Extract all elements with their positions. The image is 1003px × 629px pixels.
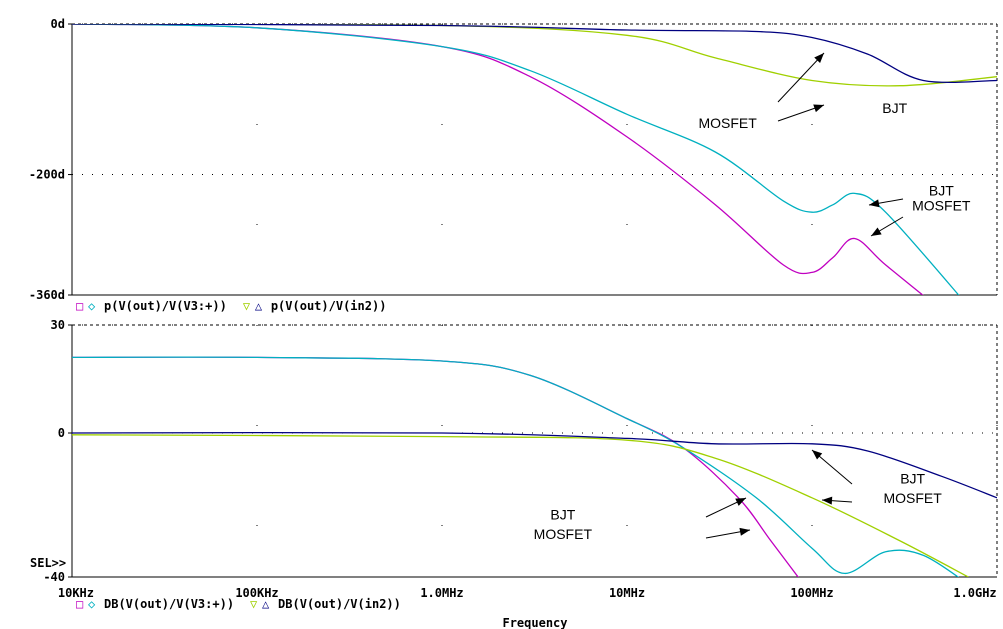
legend-label: p(V(out)/V(V3:+)) xyxy=(104,299,227,313)
legend-label: DB(V(out)/V(in2)) xyxy=(278,597,401,611)
x-tick-label: 100KHz xyxy=(235,586,278,600)
legend-marker: △ xyxy=(255,299,263,313)
annotation-arrow xyxy=(705,497,747,518)
series-line-3 xyxy=(72,434,969,577)
y-tick-label: -40 xyxy=(43,570,65,584)
x-tick-label: 10KHz xyxy=(58,586,94,600)
legend-marker: ▽ xyxy=(243,299,251,313)
series-line-3 xyxy=(72,24,997,87)
annotation-label: MOSFET xyxy=(534,526,593,542)
annotation-arrow xyxy=(777,52,825,103)
series-group xyxy=(72,356,997,577)
annotation-arrow xyxy=(868,198,904,208)
series-line-1 xyxy=(72,356,799,577)
annotation-arrow xyxy=(777,104,825,122)
x-tick-label: 100MHz xyxy=(790,586,833,600)
annotation-arrow xyxy=(870,216,904,237)
series-line-4 xyxy=(72,431,997,499)
legend-marker: □ xyxy=(76,597,83,611)
y-tick-label: 30 xyxy=(51,318,65,332)
y-tick-label: 0 xyxy=(58,426,65,440)
annotation-label: BJT xyxy=(929,183,954,199)
annotation-arrow xyxy=(705,527,751,539)
series-line-4 xyxy=(72,24,997,84)
annotation-label: BJT xyxy=(900,470,925,486)
series-group xyxy=(72,24,997,295)
sel-marker: SEL>> xyxy=(30,556,66,570)
annotation-label: MOSFET xyxy=(883,490,942,506)
annotation-label: BJT xyxy=(882,100,907,116)
legend-marker: ◇ xyxy=(88,597,96,611)
legend-label: p(V(out)/V(in2)) xyxy=(271,299,387,313)
legend-marker: △ xyxy=(262,597,270,611)
series-line-2 xyxy=(72,356,960,577)
y-tick-label: -200d xyxy=(29,168,65,182)
panel-magnitude: 30 0 -40 10KHz 100KHz 1.0MHz 10MHz 100MHz 1.0GHz… xyxy=(30,318,998,629)
legend-marker: □ xyxy=(76,299,83,313)
annotation-label: BJT xyxy=(550,506,575,522)
series-line-2 xyxy=(72,24,960,295)
legend-marker: ▽ xyxy=(250,597,258,611)
y-tick-label: 0d xyxy=(51,17,65,31)
x-tick-label: 10MHz xyxy=(609,586,645,600)
y-tick-label: -360d xyxy=(29,288,65,302)
x-axis-label: Frequency xyxy=(502,616,567,629)
annotation-label: MOSFET xyxy=(912,198,971,214)
x-tick-label: 1.0MHz xyxy=(420,586,463,600)
x-tick-label: 1.0GHz xyxy=(953,586,996,600)
annotation-arrow xyxy=(821,496,853,505)
legend-label: DB(V(out)/V(V3:+)) xyxy=(104,597,234,611)
legend-marker: ◇ xyxy=(88,299,96,313)
annotation-arrow xyxy=(811,449,853,485)
annotation-label: MOSFET xyxy=(698,115,757,131)
